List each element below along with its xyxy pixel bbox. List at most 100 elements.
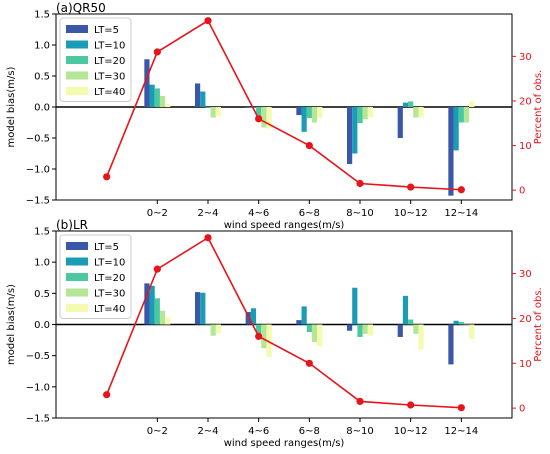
- legend-box: [59, 17, 132, 102]
- bar: [296, 320, 302, 325]
- legend: LT=5 LT=10 LT=20 LT=30 LT=40: [59, 17, 132, 102]
- bar: [154, 88, 160, 107]
- bar: [352, 107, 358, 154]
- y2-tick-label: 10: [519, 141, 532, 152]
- legend-label: LT=5: [94, 25, 119, 36]
- x-tick-label: 2~4: [197, 208, 218, 219]
- bar: [195, 83, 201, 107]
- legend-swatch: [66, 87, 88, 95]
- bar: [352, 287, 358, 325]
- bar: [397, 107, 403, 138]
- legend-swatch: [66, 304, 88, 312]
- bar: [357, 324, 363, 337]
- bar: [261, 107, 267, 128]
- bar: [165, 317, 171, 325]
- bar: [250, 308, 257, 325]
- bar: [266, 324, 272, 357]
- legend-label: LT=5: [94, 242, 119, 253]
- y-tick-label: 0.0: [34, 320, 50, 331]
- y2-tick-label: 30: [519, 52, 532, 63]
- bar: [261, 324, 267, 349]
- percent-point: [153, 48, 161, 56]
- bar: [418, 107, 424, 118]
- legend-label: LT=20: [94, 273, 125, 284]
- x-tick-label: 0~2: [147, 208, 168, 219]
- bar: [463, 107, 470, 123]
- bar: [448, 107, 454, 196]
- bar: [205, 324, 211, 326]
- percent-point: [407, 401, 415, 409]
- legend-swatch: [66, 56, 88, 64]
- panel-title: (a)QR50: [56, 1, 106, 15]
- bar: [296, 107, 302, 116]
- percent-point: [255, 332, 263, 340]
- bar: [317, 324, 323, 347]
- y2-tick-label: 0: [519, 404, 525, 415]
- bar: [458, 107, 464, 123]
- legend-label: LT=30: [94, 289, 125, 300]
- x-tick-label: 12~14: [444, 208, 478, 219]
- x-tick-label: 8~10: [346, 426, 373, 437]
- legend-swatch: [66, 242, 88, 250]
- bar: [306, 107, 312, 119]
- y2-tick-label: 20: [519, 96, 532, 107]
- y-tick-label: 0.5: [34, 289, 50, 300]
- legend-swatch: [66, 40, 88, 49]
- x-tick-label: 6~8: [299, 426, 320, 437]
- bar: [317, 107, 323, 119]
- bar: [347, 324, 353, 331]
- bar: [205, 107, 211, 108]
- bar: [311, 107, 318, 123]
- y2-axis-label: Percent of obs.: [533, 70, 544, 144]
- y2-tick-label: 20: [519, 314, 532, 325]
- x-tick-label: 0~2: [147, 426, 168, 437]
- percent-point: [356, 179, 364, 188]
- percent-point: [204, 234, 212, 242]
- bar: [266, 107, 272, 129]
- legend-label: LT=10: [94, 41, 125, 52]
- bar: [215, 107, 221, 117]
- y-tick-label: −0.5: [26, 134, 50, 145]
- legend-box: [59, 234, 132, 319]
- bar: [402, 102, 409, 107]
- y-tick-label: 1.5: [34, 10, 50, 21]
- bar: [413, 324, 419, 334]
- bar: [159, 310, 166, 325]
- legend: LT=5 LT=10 LT=20 LT=30 LT=40: [59, 234, 132, 319]
- x-axis-label: wind speed ranges(m/s): [224, 220, 345, 231]
- bar: [256, 324, 262, 340]
- percent-point: [103, 173, 111, 181]
- y-axis-label: model bias(m/s): [6, 284, 17, 365]
- bar: [463, 324, 470, 326]
- bar: [367, 107, 373, 118]
- x-tick-label: 4~6: [248, 426, 269, 437]
- bar: [195, 292, 201, 325]
- y-tick-label: −1.0: [26, 382, 50, 393]
- bar: [453, 320, 459, 325]
- bar: [144, 59, 150, 107]
- bar: [453, 107, 459, 151]
- bar: [408, 319, 414, 325]
- y2-tick-label: 10: [519, 359, 532, 370]
- bar: [469, 101, 475, 107]
- bar: [357, 107, 363, 124]
- percent-line: [105, 19, 462, 191]
- bar: [200, 292, 206, 325]
- y-tick-label: −1.5: [26, 414, 50, 425]
- percent-point: [255, 115, 263, 123]
- percent-point: [153, 265, 161, 273]
- legend-label: LT=40: [94, 87, 125, 98]
- y-axis-label: model bias(m/s): [6, 66, 17, 147]
- panel-title: (b)LR: [56, 218, 88, 232]
- percent-line: [105, 236, 462, 409]
- bar: [458, 322, 464, 325]
- chart-panel-b: −1.5 −1.0 −0.5 0.0 0.5 1.0 1.5 0 10 20 30 0~2 2~4 4~6…: [6, 218, 544, 449]
- percent-point: [407, 183, 415, 191]
- bar: [367, 324, 373, 336]
- legend-label: LT=10: [94, 258, 125, 269]
- bar: [301, 107, 307, 132]
- percent-point: [204, 17, 212, 25]
- bar: [149, 84, 155, 107]
- bar: [154, 298, 160, 325]
